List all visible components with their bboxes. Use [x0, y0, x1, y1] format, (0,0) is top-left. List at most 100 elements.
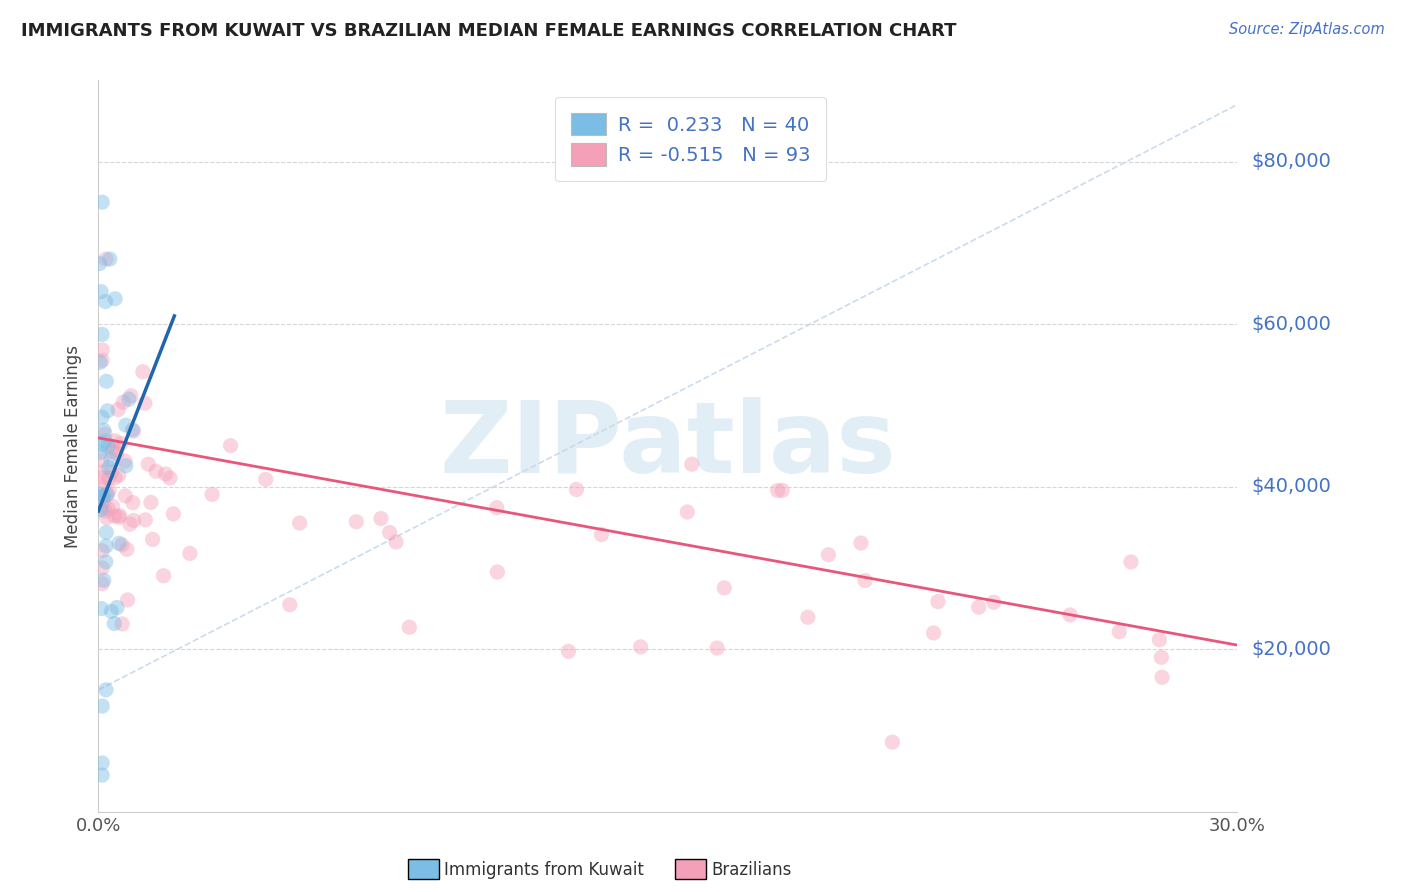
Point [105, 446, 128, 460]
Text: $20,000: $20,000 [1251, 640, 1331, 658]
Text: ZIPatlas: ZIPatlas [440, 398, 896, 494]
Point [922, 626, 945, 640]
Point [91, 353, 114, 368]
Point [91, 498, 114, 512]
Point [142, 533, 165, 547]
Point [159, 471, 181, 485]
Point [96, 404, 118, 418]
Point [94, 434, 117, 448]
Point [121, 496, 143, 510]
Point [121, 423, 143, 437]
Point [706, 640, 728, 655]
Y-axis label: Median Female Earnings: Median Female Earnings [65, 344, 83, 548]
Point [107, 402, 129, 417]
Point [96, 510, 118, 524]
Point [288, 516, 311, 530]
Point [557, 644, 579, 658]
Text: Brazilians: Brazilians [711, 861, 792, 879]
Point [1152, 670, 1174, 684]
Point [713, 581, 735, 595]
Point [398, 620, 420, 634]
Point [134, 396, 156, 410]
Point [681, 457, 703, 471]
Point [117, 593, 139, 607]
Point [370, 511, 392, 525]
Point [104, 434, 127, 448]
Point [485, 500, 508, 515]
Point [89, 487, 111, 501]
Point [112, 395, 135, 409]
Text: Source: ZipAtlas.com: Source: ZipAtlas.com [1229, 22, 1385, 37]
Point [853, 574, 876, 588]
Point [94, 294, 117, 309]
Point [93, 574, 115, 588]
Point [162, 507, 184, 521]
Point [91, 195, 114, 210]
Point [91, 453, 114, 467]
Point [110, 436, 132, 450]
Point [797, 610, 820, 624]
Legend: R =  0.233   N = 40, R = -0.515   N = 93: R = 0.233 N = 40, R = -0.515 N = 93 [555, 97, 825, 181]
Point [97, 460, 120, 475]
Point [90, 285, 112, 299]
Point [94, 555, 117, 569]
Point [882, 735, 904, 749]
Point [155, 467, 177, 481]
Point [97, 501, 120, 516]
Point [91, 410, 114, 425]
Point [817, 548, 839, 562]
Point [93, 423, 115, 437]
Point [94, 504, 117, 518]
Point [1149, 632, 1171, 647]
Point [94, 427, 117, 442]
Point [1059, 607, 1081, 622]
Point [100, 452, 122, 467]
Text: $60,000: $60,000 [1251, 315, 1331, 334]
Point [101, 444, 124, 458]
Point [91, 438, 114, 452]
Point [91, 327, 114, 342]
Point [486, 565, 509, 579]
Point [100, 604, 122, 618]
Point [115, 542, 138, 557]
Point [94, 682, 117, 697]
Point [93, 493, 115, 508]
Point [927, 594, 949, 608]
Point [104, 292, 127, 306]
Point [98, 483, 121, 498]
Point [152, 568, 174, 582]
Point [91, 699, 114, 714]
Point [101, 441, 124, 455]
Point [114, 458, 136, 473]
Text: IMMIGRANTS FROM KUWAIT VS BRAZILIAN MEDIAN FEMALE EARNINGS CORRELATION CHART: IMMIGRANTS FROM KUWAIT VS BRAZILIAN MEDI… [21, 22, 956, 40]
Point [91, 756, 114, 770]
Point [676, 505, 699, 519]
Point [89, 256, 111, 270]
Point [145, 464, 167, 478]
Point [849, 536, 872, 550]
Point [134, 513, 156, 527]
Point [1108, 624, 1130, 639]
Point [97, 471, 120, 485]
Point [967, 600, 990, 615]
Point [91, 543, 114, 558]
Point [96, 525, 118, 540]
Point [108, 510, 131, 524]
Point [111, 538, 134, 552]
Point [103, 616, 125, 631]
Point [344, 515, 367, 529]
Point [90, 502, 112, 516]
Point [90, 601, 112, 615]
Point [114, 454, 136, 468]
Point [96, 487, 118, 501]
Point [108, 468, 131, 483]
Point [89, 446, 111, 460]
Point [108, 508, 131, 523]
Point [91, 489, 114, 503]
Point [94, 539, 117, 553]
Point [385, 535, 408, 549]
Point [91, 561, 114, 575]
Point [111, 616, 134, 631]
Point [91, 576, 114, 591]
Point [1119, 555, 1142, 569]
